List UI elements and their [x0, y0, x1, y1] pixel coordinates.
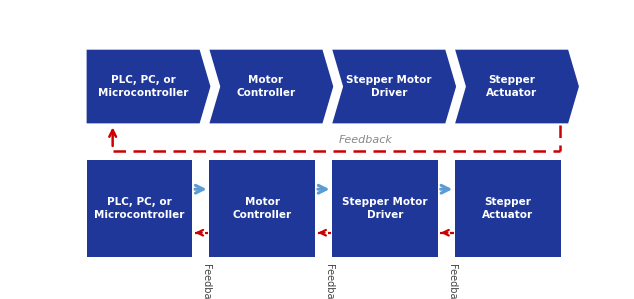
- Text: Motor
Controller: Motor Controller: [233, 197, 292, 220]
- Polygon shape: [332, 50, 456, 123]
- Bar: [209, 160, 315, 257]
- Text: Feedback: Feedback: [201, 264, 211, 299]
- Text: Stepper
Actuator: Stepper Actuator: [482, 197, 534, 220]
- Bar: [455, 160, 561, 257]
- Bar: [332, 160, 438, 257]
- Text: Stepper Motor
Driver: Stepper Motor Driver: [342, 197, 428, 220]
- Bar: [87, 160, 192, 257]
- Polygon shape: [455, 50, 579, 123]
- Text: Feedback: Feedback: [324, 264, 333, 299]
- Text: PLC, PC, or
Microcontroller: PLC, PC, or Microcontroller: [94, 197, 184, 220]
- Text: Stepper
Actuator: Stepper Actuator: [486, 75, 537, 98]
- Text: Feedback: Feedback: [339, 135, 392, 145]
- Text: Motor
Controller: Motor Controller: [236, 75, 295, 98]
- Polygon shape: [87, 50, 210, 123]
- Text: Feedback: Feedback: [446, 264, 456, 299]
- Text: PLC, PC, or
Microcontroller: PLC, PC, or Microcontroller: [98, 75, 188, 98]
- Polygon shape: [209, 50, 333, 123]
- Text: Stepper Motor
Driver: Stepper Motor Driver: [346, 75, 432, 98]
